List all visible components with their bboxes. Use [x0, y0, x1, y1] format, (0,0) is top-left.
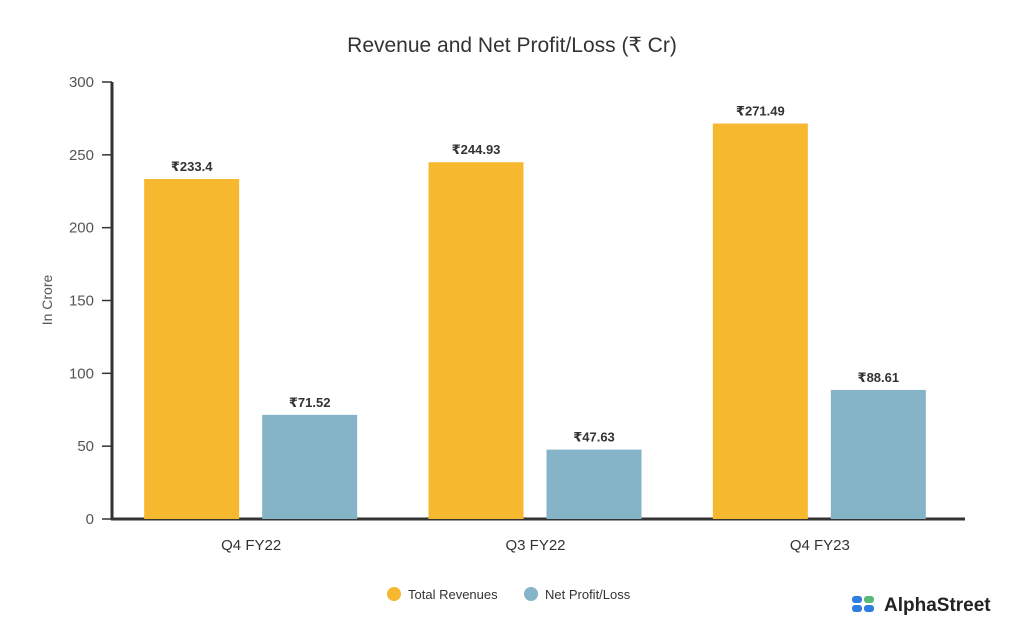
data-label: ₹47.63	[573, 430, 615, 445]
legend: Total Revenues Net Profit/Loss	[387, 587, 631, 602]
data-label: ₹271.49	[736, 104, 785, 119]
bar-revenue	[144, 179, 240, 519]
data-label: ₹88.61	[858, 370, 900, 385]
x-tick-label: Q3 FY22	[505, 537, 565, 554]
legend-label-revenue: Total Revenues	[408, 587, 498, 602]
y-axis-label: In Crore	[39, 275, 55, 326]
logo-icon	[852, 596, 874, 612]
y-tick-label: 100	[69, 365, 94, 382]
data-label: ₹71.52	[289, 395, 331, 410]
y-tick-label: 150	[69, 293, 94, 310]
data-label: ₹233.4	[171, 159, 213, 174]
x-tick-label: Q4 FY23	[790, 537, 850, 554]
y-tick-label: 50	[77, 438, 94, 455]
legend-label-profit: Net Profit/Loss	[545, 587, 631, 602]
chart-title: Revenue and Net Profit/Loss (₹ Cr)	[347, 34, 677, 57]
bar-profit	[546, 449, 642, 519]
y-tick-label: 300	[69, 74, 94, 91]
bar-revenue	[712, 123, 808, 519]
legend-swatch-revenue	[387, 587, 401, 601]
data-label: ₹244.93	[452, 142, 501, 157]
x-tick-label: Q4 FY22	[221, 537, 281, 554]
bar-profit	[830, 389, 926, 519]
y-tick-label: 200	[69, 220, 94, 237]
legend-swatch-profit	[524, 587, 538, 601]
y-tick-label: 0	[86, 511, 94, 528]
alphastreet-logo: AlphaStreet	[852, 595, 991, 616]
bar-profit	[262, 414, 358, 519]
bar-revenue	[428, 162, 524, 519]
y-tick-label: 250	[69, 147, 94, 164]
brand-name: AlphaStreet	[884, 595, 991, 616]
